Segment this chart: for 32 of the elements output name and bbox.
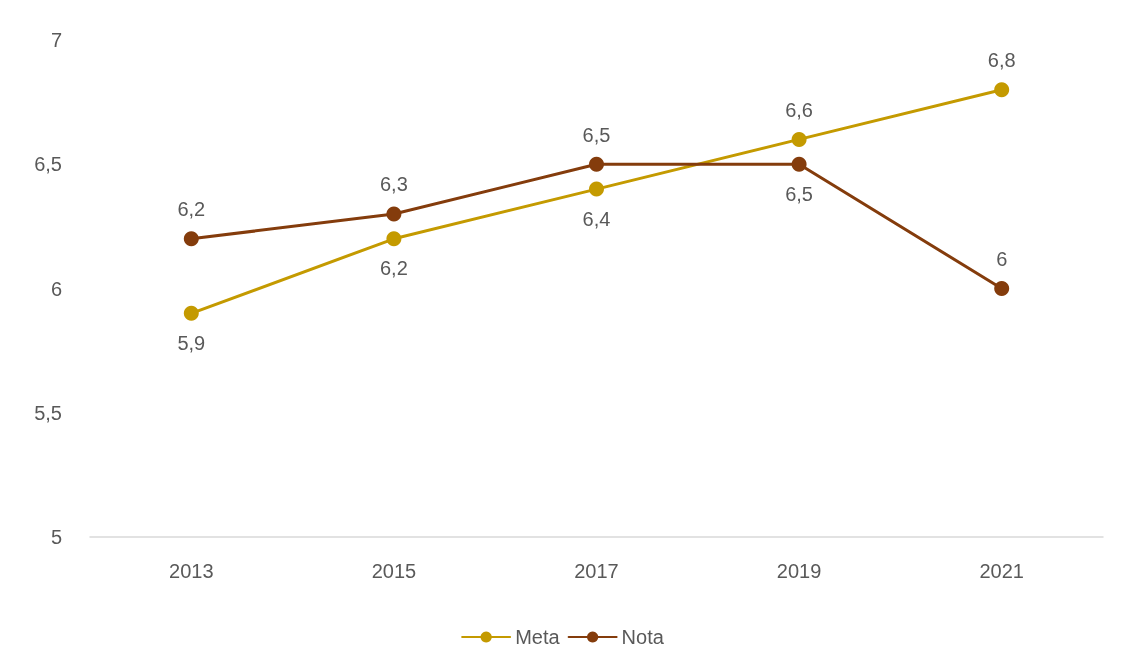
legend-label: Meta: [515, 626, 561, 648]
y-tick-label: 5: [50, 526, 62, 548]
y-tick-label: 5,5: [34, 401, 62, 424]
point: [994, 82, 1010, 98]
point: [183, 305, 199, 321]
data-label: 6,4: [582, 207, 611, 230]
x-tick-label: 2015: [371, 560, 417, 582]
point: [386, 206, 402, 222]
data-label: 6,5: [582, 123, 611, 146]
x-tick-label: 2019: [776, 560, 822, 582]
data-label: 6,2: [177, 198, 206, 221]
y-tick-label: 6: [50, 277, 62, 300]
point: [589, 181, 604, 197]
y-tick-label: 7: [50, 29, 62, 51]
data-label: 6,8: [987, 49, 1016, 72]
legend-label: Nota: [621, 626, 665, 648]
data-label: 6,5: [785, 182, 814, 205]
x-tick-label: 2021: [979, 560, 1024, 582]
x-tick-label: 2017: [574, 560, 619, 582]
data-label: 6,2: [379, 257, 408, 280]
data-label: 6: [996, 248, 1008, 270]
data-label: 5,9: [177, 331, 206, 354]
data-label: 6,3: [379, 173, 408, 196]
y-tick-label: 6,5: [34, 153, 62, 176]
point: [791, 131, 807, 147]
point: [994, 281, 1010, 296]
point: [589, 156, 604, 172]
point: [183, 231, 199, 247]
point: [386, 231, 402, 247]
point: [791, 156, 807, 172]
data-label: 6,6: [785, 98, 814, 121]
x-tick-label: 2013: [169, 560, 214, 582]
